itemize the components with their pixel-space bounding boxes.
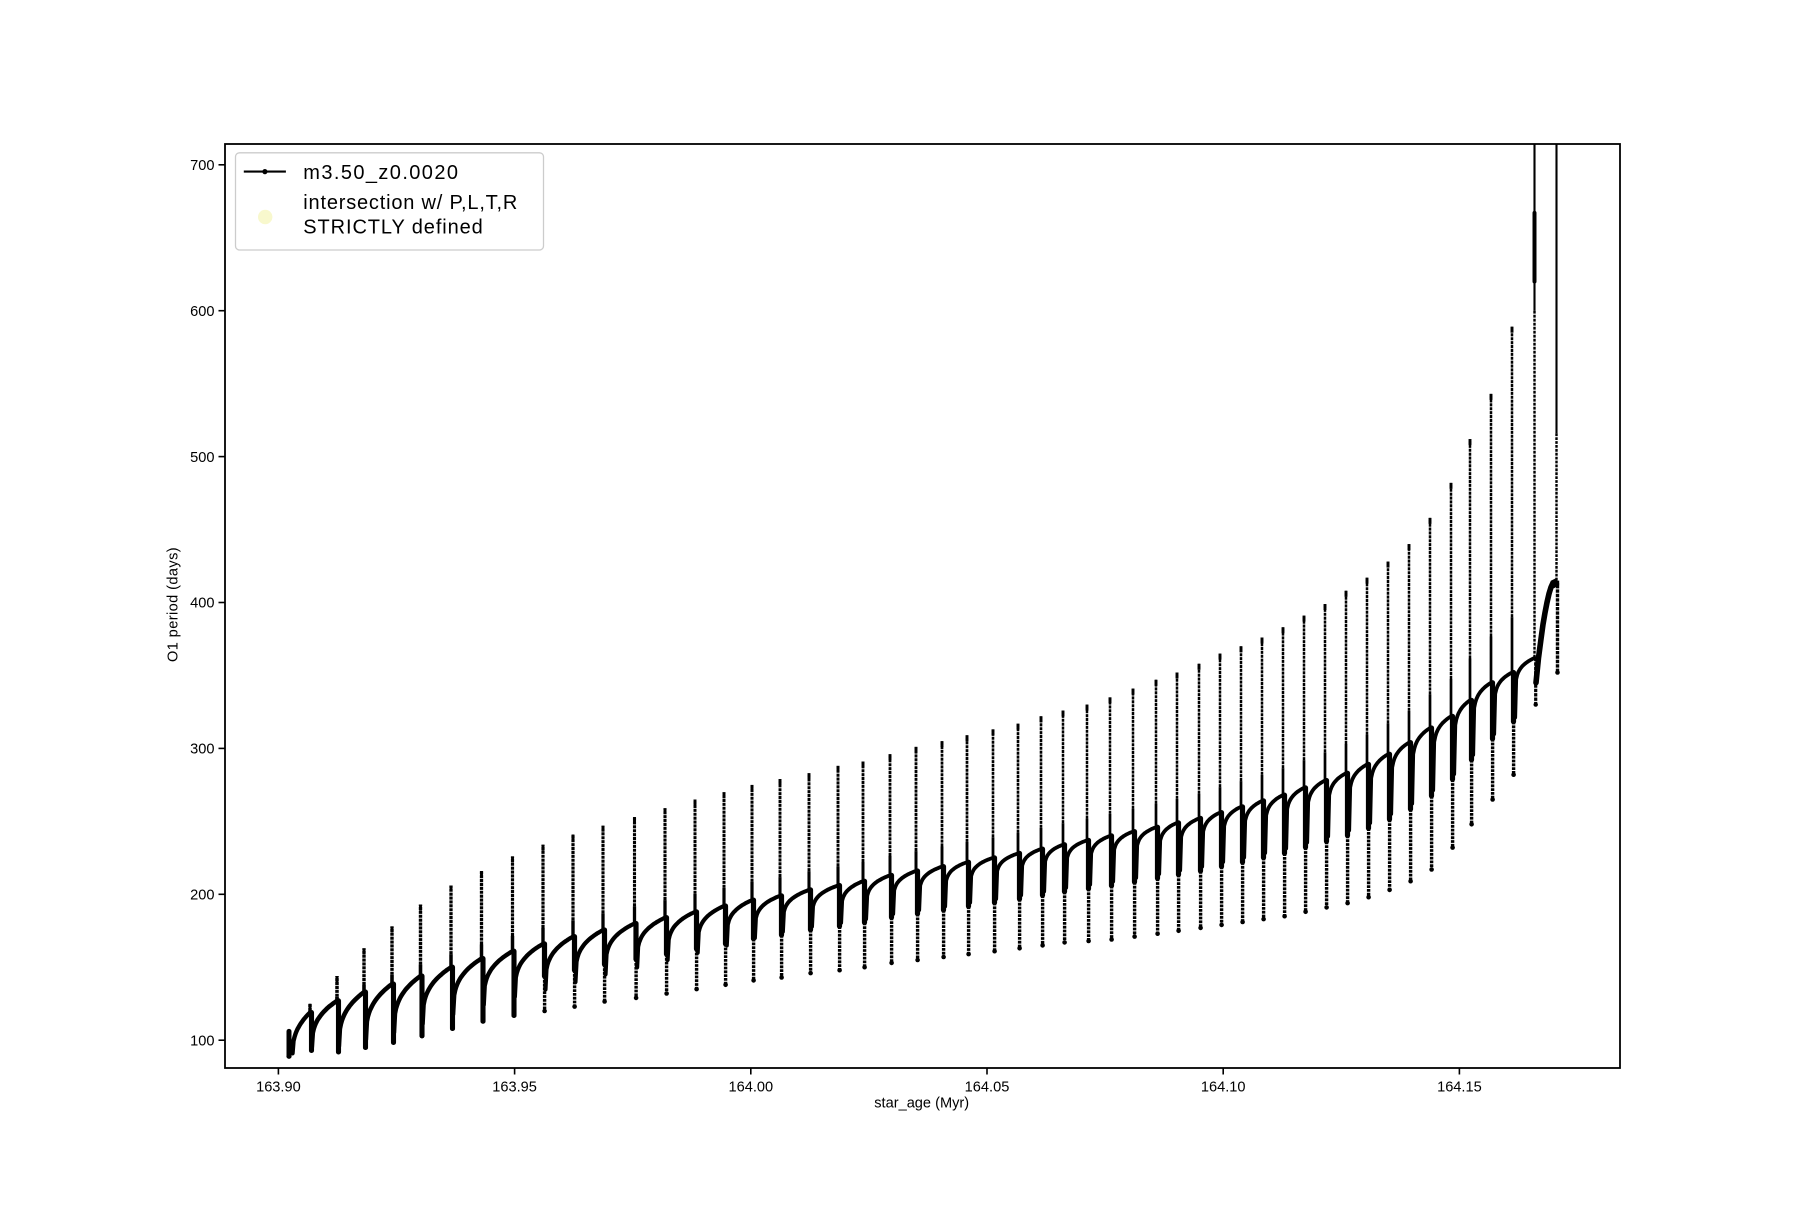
svg-text:200: 200: [190, 888, 214, 904]
svg-text:164.00: 164.00: [728, 1080, 773, 1096]
svg-text:163.95: 163.95: [492, 1080, 537, 1096]
svg-text:STRICTLY defined: STRICTLY defined: [303, 217, 483, 239]
svg-text:700: 700: [190, 158, 214, 174]
svg-text:164.15: 164.15: [1437, 1080, 1482, 1096]
svg-text:300: 300: [190, 742, 214, 758]
svg-text:star_age (Myr): star_age (Myr): [874, 1096, 969, 1112]
svg-text:164.10: 164.10: [1201, 1080, 1246, 1096]
svg-text:O1 period (days): O1 period (days): [166, 547, 182, 662]
svg-text:164.05: 164.05: [965, 1080, 1010, 1096]
svg-text:100: 100: [190, 1033, 214, 1049]
svg-text:m3.50_z0.0020: m3.50_z0.0020: [303, 162, 459, 184]
svg-text:intersection w/ P,L,T,R: intersection w/ P,L,T,R: [303, 192, 518, 214]
svg-text:163.90: 163.90: [256, 1080, 301, 1096]
svg-text:400: 400: [190, 596, 214, 612]
svg-text:500: 500: [190, 450, 214, 466]
svg-text:600: 600: [190, 304, 214, 320]
